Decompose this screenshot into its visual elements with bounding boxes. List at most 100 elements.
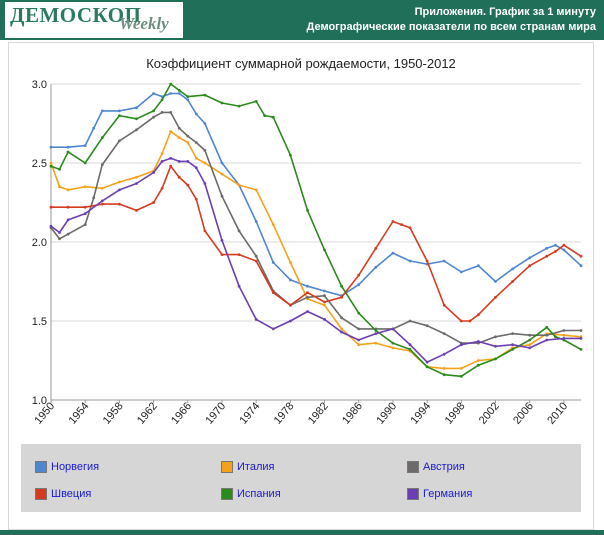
data-point (340, 295, 343, 299)
data-point (340, 330, 343, 334)
data-point (100, 163, 104, 166)
data-point (186, 95, 190, 98)
data-point (203, 182, 207, 185)
data-point (203, 229, 207, 233)
data-point (100, 109, 104, 113)
data-point (169, 130, 173, 133)
data-point (100, 199, 104, 203)
x-tick-label: 1974 (238, 400, 263, 426)
data-point (357, 273, 361, 277)
header-section-link[interactable]: Приложения. График за 1 минуту (414, 6, 596, 18)
legend-label: Австрия (423, 461, 465, 473)
series-line (51, 165, 582, 322)
data-point (289, 278, 292, 282)
data-point (160, 160, 164, 163)
data-point (425, 324, 429, 328)
data-point (135, 106, 138, 110)
data-point (562, 329, 566, 332)
legend-item-austria[interactable]: Австрия (407, 459, 465, 475)
data-point (220, 161, 224, 165)
y-tick-label: 3.0 (32, 79, 47, 91)
logo-main-text: ДЕМОСКОП (10, 3, 142, 27)
data-point (49, 145, 53, 149)
legend-swatch (407, 461, 419, 473)
data-point (177, 136, 181, 140)
data-point (374, 341, 378, 345)
data-point (442, 303, 446, 307)
data-point (579, 329, 583, 332)
data-point (169, 164, 173, 168)
data-point (135, 182, 138, 185)
x-tick-label: 1990 (374, 400, 399, 426)
data-point (340, 316, 343, 320)
legend-item-spain[interactable]: Испания (221, 486, 281, 502)
data-point (442, 367, 446, 370)
site-logo[interactable]: ДЕМОСКОП Weekly (5, 2, 183, 38)
data-point (237, 253, 241, 256)
data-point (374, 265, 378, 269)
data-point (83, 223, 87, 227)
data-point (58, 167, 61, 171)
data-point (271, 115, 275, 119)
data-point (58, 231, 61, 234)
data-point (135, 128, 138, 132)
data-point (135, 117, 138, 121)
data-point (545, 325, 549, 329)
legend-label: Италия (237, 461, 275, 473)
data-point (408, 348, 412, 351)
y-tick-label: 2.5 (32, 158, 47, 170)
data-point (118, 109, 121, 113)
legend-item-italy[interactable]: Италия (221, 459, 274, 475)
legend-item-germany[interactable]: Германия (407, 486, 472, 502)
data-point (306, 310, 309, 313)
data-point (357, 311, 361, 315)
legend-item-sweden[interactable]: Швеция (35, 486, 91, 502)
legend-swatch (35, 488, 47, 500)
data-point (579, 254, 583, 258)
data-point (186, 183, 190, 187)
data-point (562, 248, 566, 252)
data-point (477, 340, 480, 343)
data-point (511, 332, 514, 335)
data-point (459, 343, 463, 347)
data-point (254, 318, 258, 321)
data-point (528, 346, 532, 350)
data-point (194, 112, 198, 116)
data-point (289, 153, 292, 157)
data-point (100, 202, 104, 206)
data-point (459, 270, 463, 274)
data-point (289, 319, 292, 323)
data-point (391, 251, 395, 255)
legend-label: Швеция (51, 488, 92, 500)
data-point (494, 280, 497, 283)
data-point (528, 338, 532, 342)
data-point (177, 92, 181, 95)
data-point (562, 243, 566, 247)
data-point (528, 343, 532, 347)
legend-item-norway[interactable]: Норвегия (35, 459, 99, 475)
data-point (442, 352, 446, 356)
data-point (528, 264, 532, 268)
data-point (49, 164, 53, 168)
data-point (160, 111, 164, 114)
data-point (58, 185, 61, 189)
data-point (357, 338, 361, 342)
data-point (100, 136, 104, 140)
data-point (152, 92, 156, 95)
x-tick-label: 1958 (101, 400, 126, 426)
data-point (194, 197, 198, 201)
data-point (83, 205, 87, 209)
data-point (477, 264, 480, 268)
chart-title: Коэффициент суммарной рождаемости, 1950-… (146, 56, 456, 71)
data-point (254, 100, 258, 103)
data-point (323, 303, 326, 307)
data-point (579, 337, 583, 340)
data-point (289, 261, 292, 264)
data-point (511, 348, 514, 351)
data-point (49, 224, 53, 228)
data-point (254, 220, 258, 223)
data-point (494, 295, 497, 299)
y-tick-label: 1.0 (32, 395, 47, 407)
data-point (254, 188, 258, 192)
y-tick-label: 2.0 (32, 237, 47, 249)
